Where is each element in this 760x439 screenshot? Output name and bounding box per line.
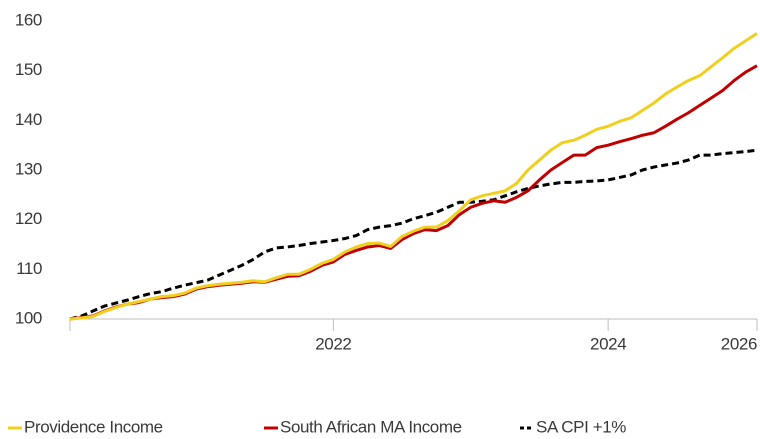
x-tick-label: 2024: [590, 334, 626, 353]
y-tick-label: 160: [15, 10, 42, 29]
y-tick-label: 100: [15, 308, 42, 327]
y-tick-label: 150: [15, 60, 42, 79]
legend-label: South African MA Income: [280, 417, 462, 436]
y-tick-label: 130: [15, 159, 42, 178]
y-tick-label: 140: [15, 110, 42, 129]
legend-label: Providence Income: [24, 417, 163, 436]
series-line: [69, 148, 758, 321]
series-line: [69, 32, 758, 321]
y-tick-label: 110: [16, 259, 42, 278]
legend-label: SA CPI +1%: [536, 417, 626, 436]
y-tick-label: 120: [15, 209, 42, 228]
x-tick-label: 2026: [721, 334, 757, 353]
x-tick-label: 2022: [315, 334, 351, 353]
